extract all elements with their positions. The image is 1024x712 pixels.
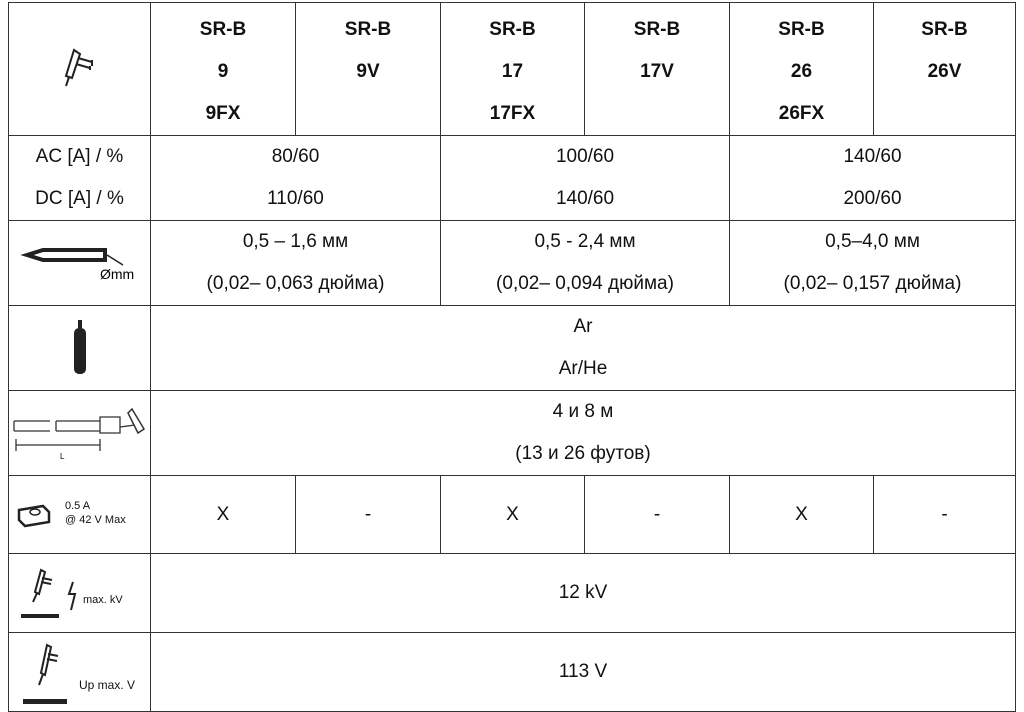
length-values: 4 и 8 м (13 и 26 футов) <box>150 390 1016 476</box>
electrode-row: Ømm 0,5 – 1,6 мм (0,02– 0,063 дюйма) 0,5 … <box>8 220 1016 306</box>
model-17v: SR-B 17V <box>584 2 730 136</box>
switch-icon-cell: 0.5 A @ 42 V Max <box>8 475 151 554</box>
electrode-9: 0,5 – 1,6 мм (0,02– 0,063 дюйма) <box>150 220 441 306</box>
svg-text:Ømm: Ømm <box>100 266 134 282</box>
electrode-26: 0,5–4,0 мм (0,02– 0,157 дюйма) <box>729 220 1016 306</box>
torch-icon-cell <box>8 2 151 136</box>
open-circuit-voltage-icon <box>23 643 67 704</box>
length-icon-cell: L <box>8 390 151 476</box>
v-value: 113 V <box>150 632 1016 712</box>
model-17: SR-B 17 17FX <box>440 2 585 136</box>
switch-26v: - <box>873 475 1016 554</box>
switch-9: X <box>150 475 296 554</box>
kv-label: max. kV <box>83 594 123 606</box>
switch-current-label: 0.5 A <box>65 500 91 512</box>
switch-17: X <box>440 475 585 554</box>
switch-row: 0.5 A @ 42 V Max X - X - X - <box>8 475 1016 554</box>
electrode-icon: Ømm <box>19 248 134 282</box>
switch-voltage-label: @ 42 V Max <box>65 514 126 526</box>
model-9v: SR-B 9V <box>295 2 441 136</box>
switch-26: X <box>729 475 874 554</box>
current-9: 80/60 110/60 <box>150 135 441 221</box>
gas-icon-cell <box>8 305 151 391</box>
current-17: 100/60 140/60 <box>440 135 730 221</box>
model-26v: SR-B 26V <box>873 2 1016 136</box>
header-row: SR-B 9 9FX SR-B 9V SR-B 17 17FX SR-B 17V SR-B 2… <box>8 2 1016 136</box>
gas-values: Ar Ar/He <box>150 305 1016 391</box>
tig-torch-icon <box>64 48 93 87</box>
switch-17v: - <box>584 475 730 554</box>
length-row: L 4 и 8 м (13 и 26 футов) <box>8 390 1016 476</box>
remote-switch-icon <box>17 504 51 528</box>
kv-value: 12 kV <box>150 553 1016 633</box>
electrode-icon-cell: Ømm <box>8 220 151 306</box>
current-row: AC [A] / % DC [A] / % 80/60 110/60 100/60 1… <box>8 135 1016 221</box>
model-9: SR-B 9 9FX <box>150 2 296 136</box>
electrode-17: 0,5 - 2,4 мм (0,02– 0,094 дюйма) <box>440 220 730 306</box>
cable-length-icon: L <box>12 407 145 461</box>
v-label: Up max. V <box>79 678 136 692</box>
ignition-voltage-icon <box>21 568 77 618</box>
current-labels: AC [A] / % DC [A] / % <box>8 135 151 221</box>
current-26: 140/60 200/60 <box>729 135 1016 221</box>
kv-row: max. kV 12 kV <box>8 553 1016 633</box>
model-26: SR-B 26 26FX <box>729 2 874 136</box>
switch-9v: - <box>295 475 441 554</box>
svg-text:L: L <box>60 452 65 461</box>
gas-row: Ar Ar/He <box>8 305 1016 391</box>
v-icon-cell: Up max. V <box>8 632 151 712</box>
gas-cylinder-icon <box>73 320 86 374</box>
v-row: Up max. V 113 V <box>8 632 1016 712</box>
kv-icon-cell: max. kV <box>8 553 151 633</box>
spec-table: SR-B 9 9FX SR-B 9V SR-B 17 17FX SR-B 17V SR-B 2… <box>8 2 1016 712</box>
